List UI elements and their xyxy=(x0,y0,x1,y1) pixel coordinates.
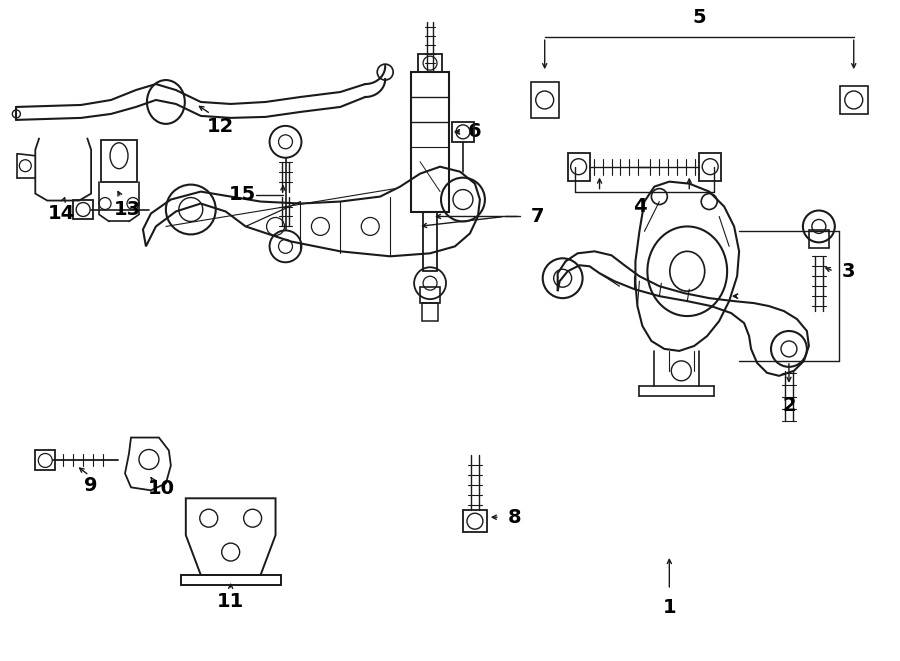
Bar xyxy=(422,303,438,321)
Text: 15: 15 xyxy=(229,185,256,204)
Text: 6: 6 xyxy=(468,122,482,141)
Text: 7: 7 xyxy=(531,207,544,226)
Text: 12: 12 xyxy=(207,118,234,136)
Bar xyxy=(463,510,487,532)
Bar xyxy=(699,153,721,180)
Bar xyxy=(411,72,449,212)
Text: 14: 14 xyxy=(48,204,75,223)
Bar xyxy=(809,231,829,249)
Text: 2: 2 xyxy=(782,396,796,415)
Bar xyxy=(35,451,55,471)
Bar xyxy=(418,54,442,72)
Text: 3: 3 xyxy=(842,262,856,281)
Text: 11: 11 xyxy=(217,592,244,611)
Text: 4: 4 xyxy=(633,197,646,216)
Text: 9: 9 xyxy=(85,476,98,495)
Bar xyxy=(73,200,93,219)
Text: 13: 13 xyxy=(113,200,140,219)
Text: 1: 1 xyxy=(662,598,676,617)
Bar xyxy=(101,140,137,182)
Bar xyxy=(420,287,440,303)
Bar xyxy=(840,86,868,114)
Bar xyxy=(452,122,474,142)
Bar xyxy=(568,153,590,180)
Text: 8: 8 xyxy=(508,508,522,527)
Bar xyxy=(423,212,437,271)
Text: 5: 5 xyxy=(692,8,706,27)
Text: 10: 10 xyxy=(148,479,175,498)
Bar xyxy=(531,82,559,118)
